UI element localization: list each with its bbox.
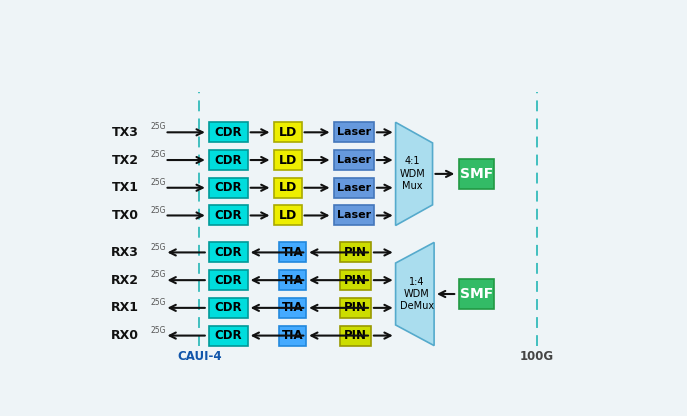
Text: LD: LD — [279, 126, 297, 139]
Text: TX3: TX3 — [111, 126, 138, 139]
Text: SMF: SMF — [460, 167, 493, 181]
Text: RX1: RX1 — [111, 301, 138, 314]
Bar — [334, 206, 374, 225]
Bar — [459, 280, 494, 309]
Bar — [278, 326, 306, 346]
Text: 25G: 25G — [150, 178, 166, 187]
Text: 25G: 25G — [150, 298, 166, 307]
Text: LD: LD — [279, 181, 297, 194]
Text: Laser: Laser — [337, 183, 371, 193]
Bar — [274, 178, 302, 198]
Text: 25G: 25G — [150, 326, 166, 335]
Text: RX0: RX0 — [111, 329, 138, 342]
Bar — [274, 122, 302, 142]
Bar — [210, 270, 248, 290]
Text: 4:1
WDM
Mux: 4:1 WDM Mux — [399, 156, 425, 191]
Bar — [340, 298, 371, 318]
Text: CDR: CDR — [215, 329, 243, 342]
Bar — [278, 243, 306, 262]
Text: PIN: PIN — [344, 329, 367, 342]
Bar — [334, 178, 374, 198]
Text: TIA: TIA — [282, 329, 303, 342]
Bar — [210, 326, 248, 346]
Bar — [210, 150, 248, 170]
Bar — [210, 298, 248, 318]
Text: LD: LD — [279, 209, 297, 222]
Text: 100G: 100G — [519, 350, 554, 363]
Text: 25G: 25G — [150, 243, 166, 252]
Text: TX2: TX2 — [111, 154, 138, 166]
Text: CAUI-4: CAUI-4 — [177, 350, 221, 363]
Text: TIA: TIA — [282, 301, 303, 314]
Text: PIN: PIN — [344, 274, 367, 287]
Text: CDR: CDR — [215, 126, 243, 139]
Text: TX1: TX1 — [111, 181, 138, 194]
Text: CDR: CDR — [215, 301, 243, 314]
Text: CDR: CDR — [215, 154, 243, 166]
Text: Laser: Laser — [337, 155, 371, 165]
Text: 25G: 25G — [150, 122, 166, 131]
Bar — [340, 270, 371, 290]
Bar — [459, 159, 494, 188]
Text: 1:4
WDM
DeMux: 1:4 WDM DeMux — [400, 277, 433, 312]
Bar — [274, 150, 302, 170]
Text: CDR: CDR — [215, 274, 243, 287]
Text: Laser: Laser — [337, 127, 371, 137]
Polygon shape — [396, 122, 433, 225]
Text: RX3: RX3 — [111, 246, 138, 259]
Text: 25G: 25G — [150, 150, 166, 159]
Text: TIA: TIA — [282, 274, 303, 287]
Text: RX2: RX2 — [111, 274, 138, 287]
Text: 25G: 25G — [150, 270, 166, 279]
Polygon shape — [396, 243, 434, 346]
Bar — [210, 206, 248, 225]
Bar — [334, 150, 374, 170]
Text: PIN: PIN — [344, 246, 367, 259]
Bar — [210, 122, 248, 142]
Text: Laser: Laser — [337, 210, 371, 220]
Bar — [210, 243, 248, 262]
Bar — [274, 206, 302, 225]
Bar — [340, 326, 371, 346]
Text: 25G: 25G — [150, 206, 166, 215]
Text: CDR: CDR — [215, 209, 243, 222]
Bar — [210, 178, 248, 198]
Text: CDR: CDR — [215, 181, 243, 194]
Text: LD: LD — [279, 154, 297, 166]
Text: TIA: TIA — [282, 246, 303, 259]
Bar — [278, 298, 306, 318]
Text: TX0: TX0 — [111, 209, 138, 222]
Bar — [278, 270, 306, 290]
Bar — [340, 243, 371, 262]
Text: PIN: PIN — [344, 301, 367, 314]
Text: CDR: CDR — [215, 246, 243, 259]
Text: SMF: SMF — [460, 287, 493, 301]
Bar — [334, 122, 374, 142]
